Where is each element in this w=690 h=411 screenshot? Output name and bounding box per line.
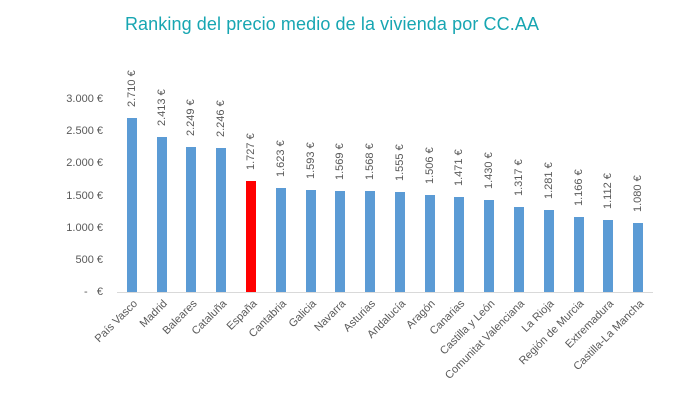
bar bbox=[514, 207, 524, 292]
x-axis-line bbox=[117, 292, 653, 293]
data-label: 1.430 € bbox=[483, 152, 496, 189]
data-label: 2.249 € bbox=[185, 99, 198, 137]
y-tick-label: 500 € bbox=[75, 253, 103, 266]
data-label: 1.080 € bbox=[632, 174, 645, 212]
bar bbox=[573, 216, 584, 292]
y-tick-label: 3.000 € bbox=[66, 93, 103, 105]
data-label: 1.112 € bbox=[602, 173, 615, 210]
data-label: 1.569 € bbox=[334, 143, 347, 181]
y-tick-label: 1.500 € bbox=[66, 189, 103, 202]
bar bbox=[246, 180, 256, 292]
data-label: 2.710 € bbox=[125, 69, 138, 107]
y-tick-label: 2.500 € bbox=[66, 125, 103, 138]
bar bbox=[454, 197, 465, 292]
bar bbox=[543, 209, 554, 292]
data-label: 1.166 € bbox=[572, 169, 585, 206]
data-label: 1.727 € bbox=[245, 133, 257, 170]
bar bbox=[603, 220, 614, 292]
data-label: 1.568 € bbox=[364, 143, 377, 181]
data-label: 1.506 € bbox=[423, 147, 436, 185]
data-label: 1.623 € bbox=[274, 139, 287, 177]
data-label: 1.555 € bbox=[393, 144, 406, 181]
data-label: 1.281 € bbox=[542, 161, 555, 199]
data-label: 1.317 € bbox=[513, 159, 525, 197]
data-label: 1.593 € bbox=[304, 141, 317, 179]
bar bbox=[335, 191, 346, 292]
bar bbox=[394, 191, 405, 292]
chart-title: Ranking del precio medio de la vivienda … bbox=[124, 14, 540, 34]
y-tick-label: - € bbox=[84, 286, 103, 298]
category-label: País Vasco bbox=[92, 297, 141, 346]
y-tick-label: 1.000 € bbox=[66, 221, 103, 234]
bar bbox=[126, 117, 137, 292]
data-label: 2.413 € bbox=[155, 89, 168, 126]
bar bbox=[156, 136, 167, 292]
bar bbox=[484, 200, 495, 292]
bar bbox=[424, 195, 435, 292]
bar bbox=[216, 147, 227, 292]
bar bbox=[365, 191, 376, 292]
data-label: 2.246 € bbox=[215, 99, 228, 137]
data-label: 1.471 € bbox=[453, 149, 466, 187]
bar bbox=[305, 189, 316, 292]
bar bbox=[186, 147, 197, 292]
bar bbox=[275, 187, 286, 292]
bar bbox=[633, 222, 644, 292]
y-tick-label: 2.000 € bbox=[66, 157, 103, 170]
